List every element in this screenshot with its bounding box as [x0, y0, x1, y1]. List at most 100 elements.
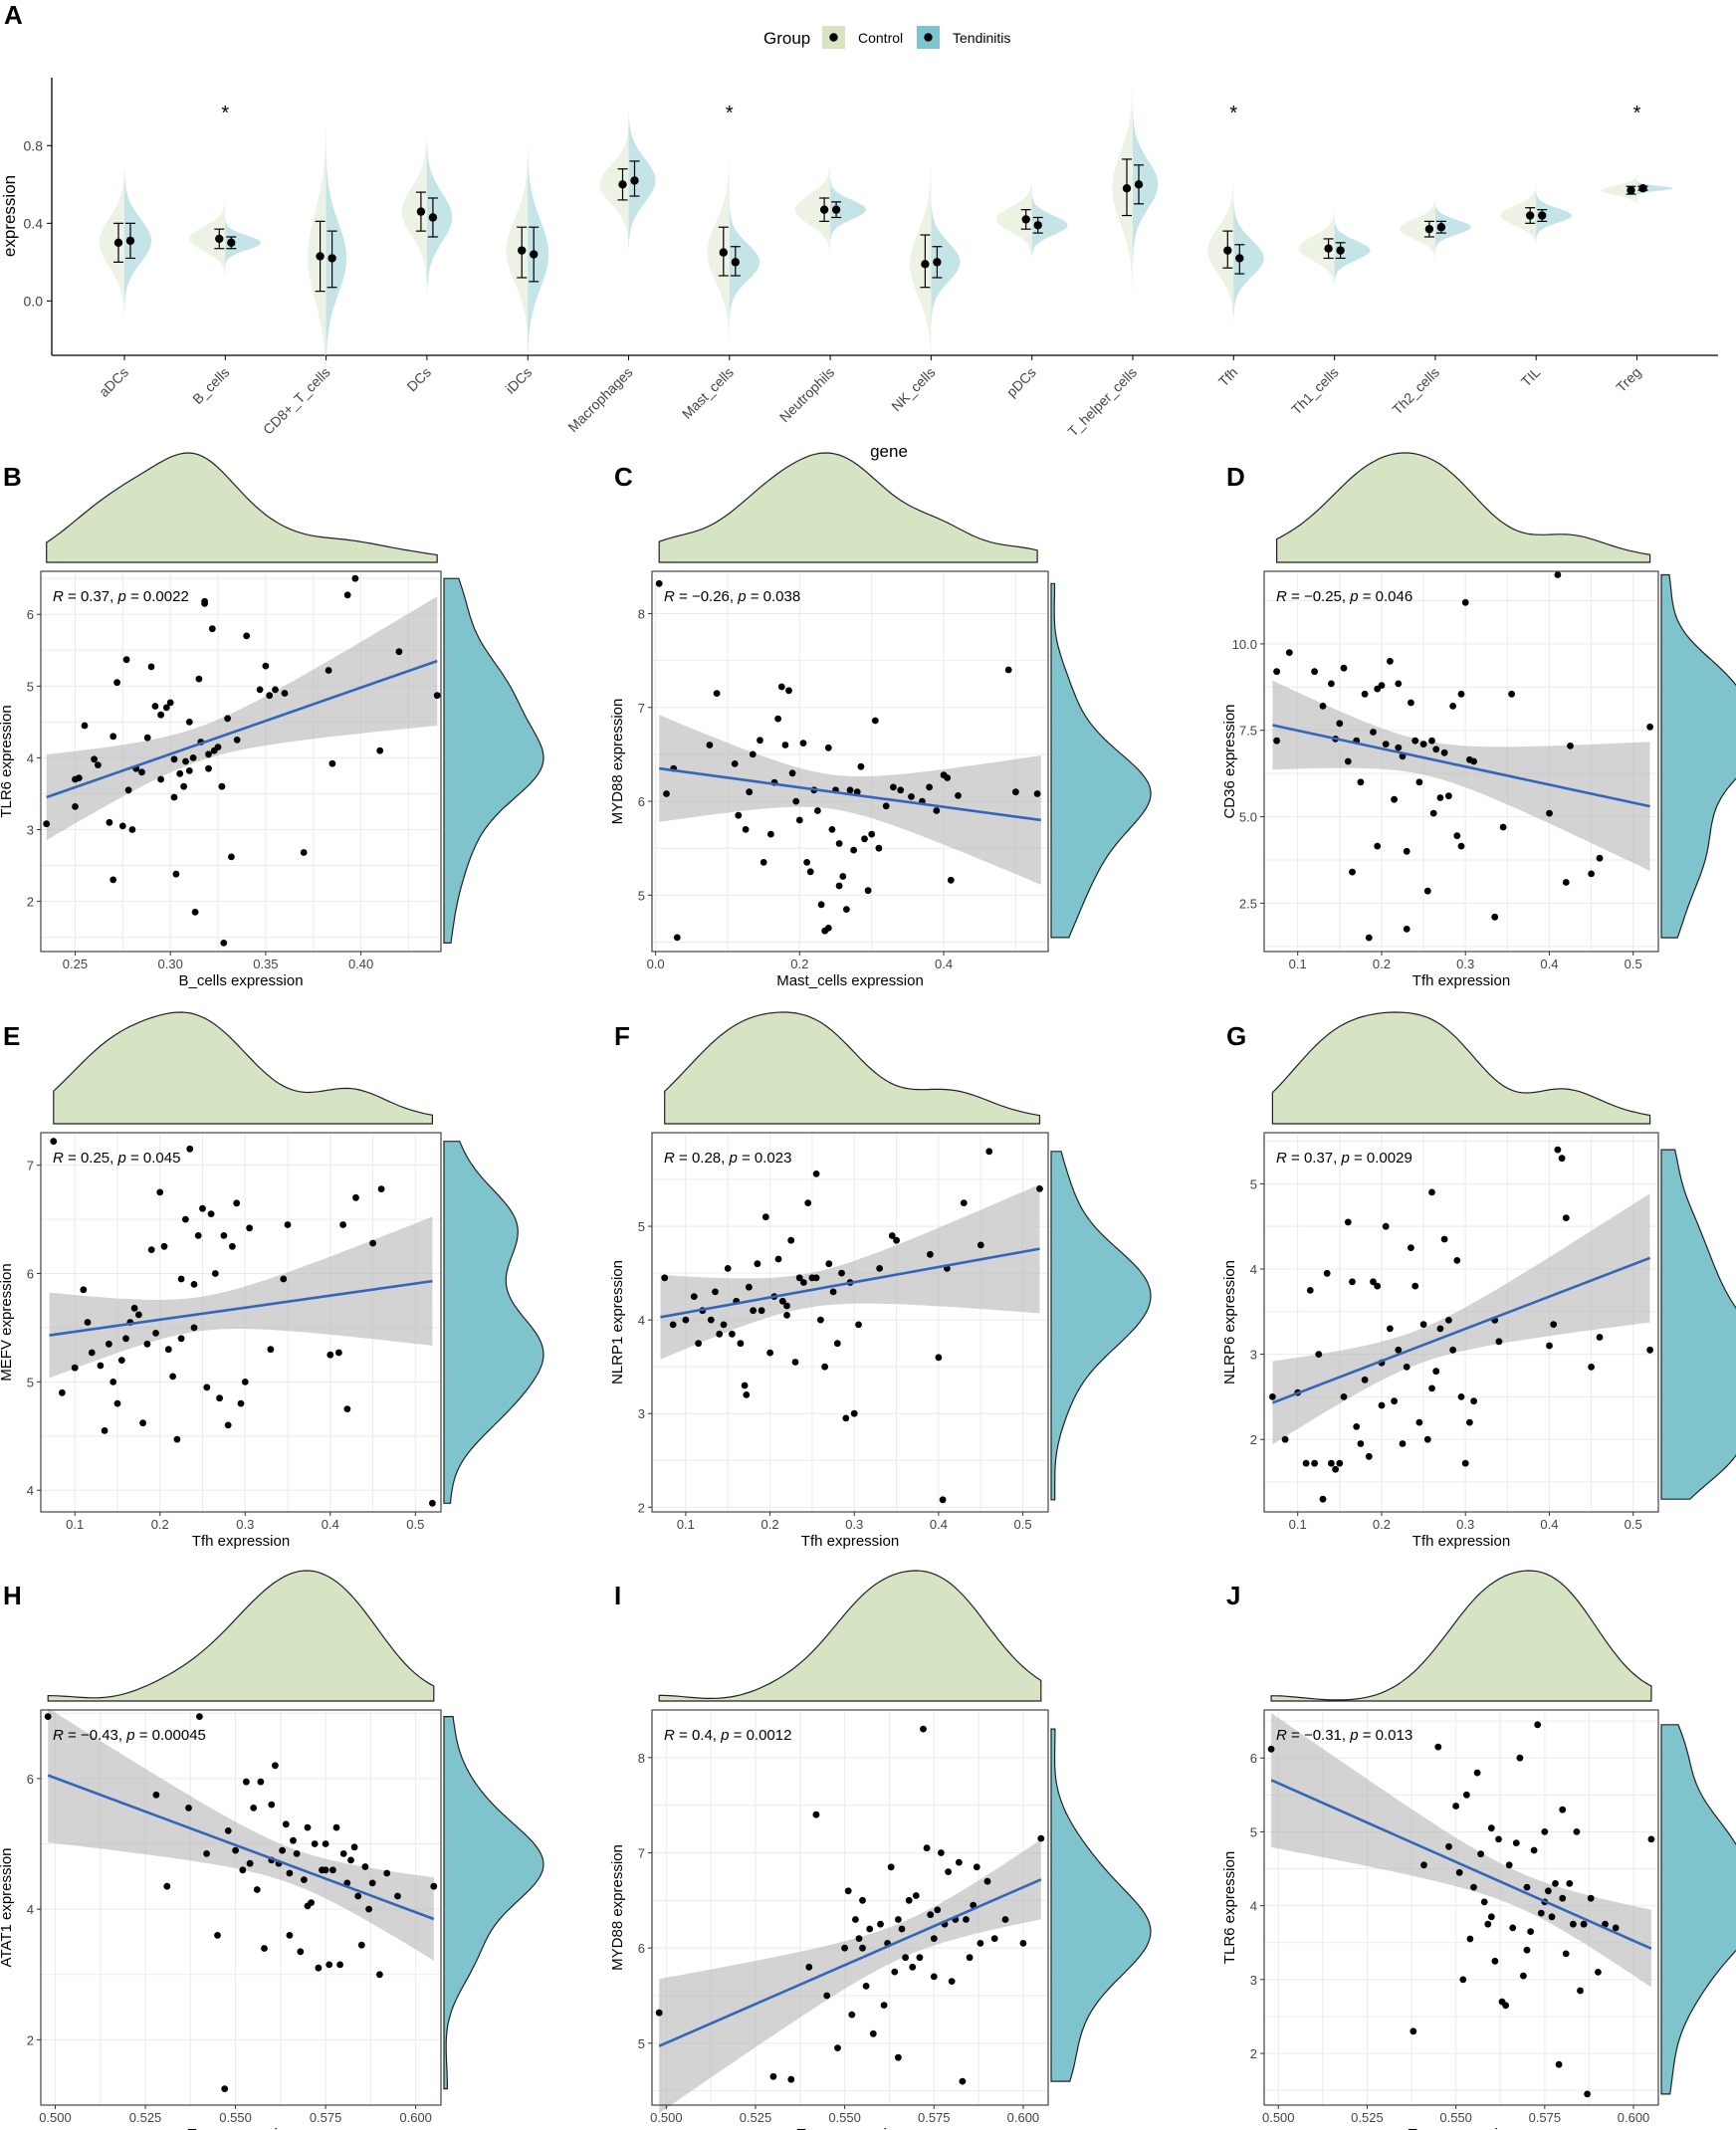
control-mean-point: [416, 207, 426, 216]
data-point: [1411, 1282, 1419, 1290]
data-point: [791, 1359, 799, 1366]
annotation-part: p: [728, 1150, 737, 1167]
data-point: [1470, 1883, 1477, 1891]
data-point: [272, 686, 279, 694]
data-point: [1033, 790, 1041, 797]
x-axis-label: Tfh expression: [1412, 1533, 1510, 1550]
annotation-part: R: [53, 1150, 64, 1167]
panel-h: H 0.500 0.525 0.550 0.575 0.600 2 4 6 Treg expres…: [0, 1570, 544, 2130]
data-point: [207, 1210, 215, 1217]
category-th1-cells: Th1_cells: [1288, 209, 1371, 417]
annotation-part: p: [125, 1727, 134, 1744]
y-tick-label: 6: [27, 1772, 34, 1787]
data-point: [1545, 1887, 1552, 1895]
data-point: [1537, 1909, 1545, 1917]
x-tick-label: 0.575: [310, 2110, 342, 2125]
data-point: [787, 2075, 795, 2083]
x-tick-label: Macrophages: [564, 364, 635, 435]
annotation-part: p: [1349, 588, 1358, 605]
data-point: [163, 1882, 171, 1890]
data-point: [1336, 720, 1344, 728]
data-point: [1365, 934, 1373, 942]
data-point: [118, 822, 126, 830]
data-point: [220, 1232, 228, 1239]
correlation-annotation: R = 0.25, p = 0.045: [53, 1150, 180, 1167]
data-point: [281, 690, 289, 697]
data-point: [1344, 1218, 1352, 1226]
data-point: [1340, 1393, 1348, 1400]
data-point: [1566, 1880, 1574, 1887]
x-tick-label: 0.1: [1289, 957, 1307, 971]
y-axis-label: NLRP6 expression: [1221, 1260, 1238, 1384]
category-adcs: aDCs: [96, 164, 152, 400]
data-point: [1403, 847, 1410, 855]
violin-tendinitis: [124, 170, 152, 312]
x-density: [1271, 1011, 1651, 1125]
violin-control: [189, 199, 226, 278]
data-point: [50, 1138, 58, 1146]
annotation-part: = 0.25,: [64, 1150, 118, 1167]
x-tick-label: 0.525: [1351, 2110, 1384, 2125]
data-point: [117, 1357, 125, 1364]
data-point: [1370, 729, 1377, 736]
data-point: [311, 1840, 319, 1847]
panel-label: G: [1226, 1021, 1246, 1051]
data-point: [1449, 703, 1456, 710]
violin-control: [1298, 209, 1335, 288]
data-point: [246, 1224, 254, 1232]
data-point: [1415, 778, 1423, 786]
regression-line: [1272, 724, 1650, 808]
data-point: [890, 783, 897, 791]
data-point: [761, 1213, 769, 1221]
data-point: [960, 1199, 968, 1206]
data-point: [186, 1145, 194, 1153]
y-tick-label: 5: [638, 2036, 645, 2051]
violin-control: [995, 180, 1032, 259]
data-point: [935, 1354, 943, 1362]
data-point: [1273, 668, 1280, 676]
data-point: [1353, 1423, 1361, 1430]
panel-a: A Group Control Tendinitis 0.0 0.4 0.8 expressi…: [0, 0, 1718, 461]
data-point: [1036, 1185, 1043, 1192]
tendinitis-mean-point: [428, 213, 438, 222]
annotation-part: = −0.31,: [1287, 1727, 1350, 1744]
control-mean-point: [1223, 246, 1232, 255]
tendinitis-mean-point: [933, 258, 942, 267]
data-point: [1558, 1155, 1566, 1163]
data-point: [143, 734, 151, 742]
x-tick-label: 0.2: [1373, 1517, 1391, 1532]
data-point: [147, 1246, 155, 1253]
data-point: [888, 1232, 896, 1239]
plot-border: [40, 1132, 442, 1513]
data-point: [1487, 1913, 1495, 1921]
data-point: [1502, 2002, 1509, 2010]
violin-tendinitis: [1434, 203, 1471, 251]
data-point: [261, 1945, 268, 1952]
data-point: [1457, 842, 1465, 850]
tendinitis-mean-point: [530, 250, 539, 259]
violin-tendinitis: [1334, 219, 1371, 282]
tendinitis-mean-point: [125, 236, 135, 246]
tendinitis-mean-point: [831, 205, 841, 214]
violin-tendinitis: [1536, 192, 1573, 239]
data-point: [151, 703, 159, 710]
points: [50, 1138, 436, 1507]
annotation-part: p: [737, 588, 746, 605]
data-point: [1463, 1791, 1470, 1799]
category-b-cells: * B_cells: [189, 103, 262, 407]
data-point: [279, 1846, 286, 1854]
data-point: [1019, 1940, 1027, 1947]
y-tick-label: 6: [27, 607, 34, 622]
data-point: [973, 1863, 980, 1871]
y-tick-label: 4: [638, 1313, 645, 1328]
tendinitis-mean-point: [1638, 184, 1647, 193]
category-nk-cells: NK_cells: [888, 158, 961, 414]
x-tick-label: Tfh: [1215, 364, 1241, 390]
data-point: [1455, 1868, 1463, 1876]
data-point: [239, 1866, 247, 1874]
legend-title: Group: [763, 29, 810, 48]
data-point: [1344, 757, 1352, 765]
data-point: [868, 830, 876, 838]
data-point: [1387, 657, 1394, 665]
control-mean-point: [1122, 184, 1132, 193]
